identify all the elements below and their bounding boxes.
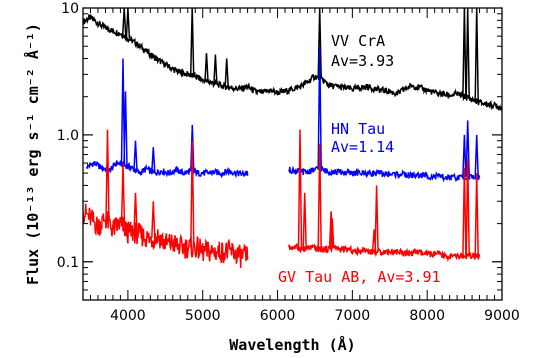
emission-line-spike: [204, 53, 209, 82]
series-line-hn-tau-segment-1: [85, 160, 249, 179]
emission-line-spike: [190, 124, 195, 172]
tick-labels: 4000 5000 6000 7000 8000 9000 0.1 1.0 10: [57, 1, 520, 324]
emission-line-spike: [297, 129, 303, 249]
y-tick-label: 1.0: [57, 128, 79, 144]
emission-line-spike: [123, 91, 128, 166]
emission-line-spike: [121, 8, 127, 36]
emission-line-spike: [462, 134, 467, 178]
emission-line-spike: [462, 167, 467, 257]
y-tick-label: 10: [61, 1, 79, 17]
emission-line-spike: [329, 218, 335, 248]
emission-line-spike: [474, 173, 479, 257]
x-tick-label: 4000: [110, 308, 146, 324]
emission-line-spike: [465, 8, 470, 98]
emission-line-spike: [151, 201, 156, 239]
emission-line-spike: [328, 211, 334, 249]
emission-line-spike: [474, 134, 479, 178]
emission-line-spike: [224, 58, 229, 87]
series-annotation: Av=3.93: [331, 52, 394, 70]
y-tick-label: 0.1: [57, 255, 79, 271]
x-tick-label: 7000: [335, 308, 371, 324]
series-annotation: Av=1.14: [331, 138, 394, 156]
emission-line-spike: [374, 185, 379, 252]
emission-line-spike: [190, 140, 195, 248]
series-line-vv-cra-segment-1: [83, 13, 502, 112]
emission-line-spike: [317, 8, 322, 79]
emission-line-spike: [151, 147, 156, 173]
emission-line-spike: [189, 8, 195, 76]
series-annotation: VV CrA: [331, 32, 385, 50]
emission-line-spike: [105, 129, 110, 222]
emission-line-spike: [120, 163, 126, 227]
x-tick-label: 9000: [484, 308, 520, 324]
x-axis-title: Wavelength (Å): [229, 335, 355, 354]
emission-line-spike: [474, 8, 479, 102]
emission-line-spike: [317, 46, 322, 170]
series-line-hn-tau-segment-2: [288, 165, 481, 183]
axis-ticks: [83, 7, 503, 301]
series-annotation: GV Tau AB, Av=3.91: [278, 268, 441, 286]
series-annotation: HN Tau: [331, 120, 385, 138]
x-tick-label: 6000: [260, 308, 296, 324]
emission-line-spike: [133, 140, 138, 171]
emission-line-spike: [465, 120, 470, 177]
emission-line-spike: [317, 143, 322, 250]
emission-line-spike: [213, 54, 218, 84]
series-line-gv-tau-ab-segment-1: [83, 203, 249, 268]
x-tick-label: 5000: [185, 308, 221, 324]
x-tick-label: 8000: [409, 308, 445, 324]
emission-line-spike: [133, 192, 138, 233]
emission-line-spike: [462, 8, 467, 97]
emission-line-spike: [125, 8, 131, 39]
series-layer: [83, 8, 502, 268]
series-line-gv-tau-ab-segment-2: [288, 242, 481, 263]
y-axis-title: Flux (10⁻¹³ erg s⁻¹ cm⁻² Å⁻¹): [23, 23, 42, 285]
emission-line-spike: [302, 192, 307, 250]
emission-line-spike: [465, 158, 470, 257]
